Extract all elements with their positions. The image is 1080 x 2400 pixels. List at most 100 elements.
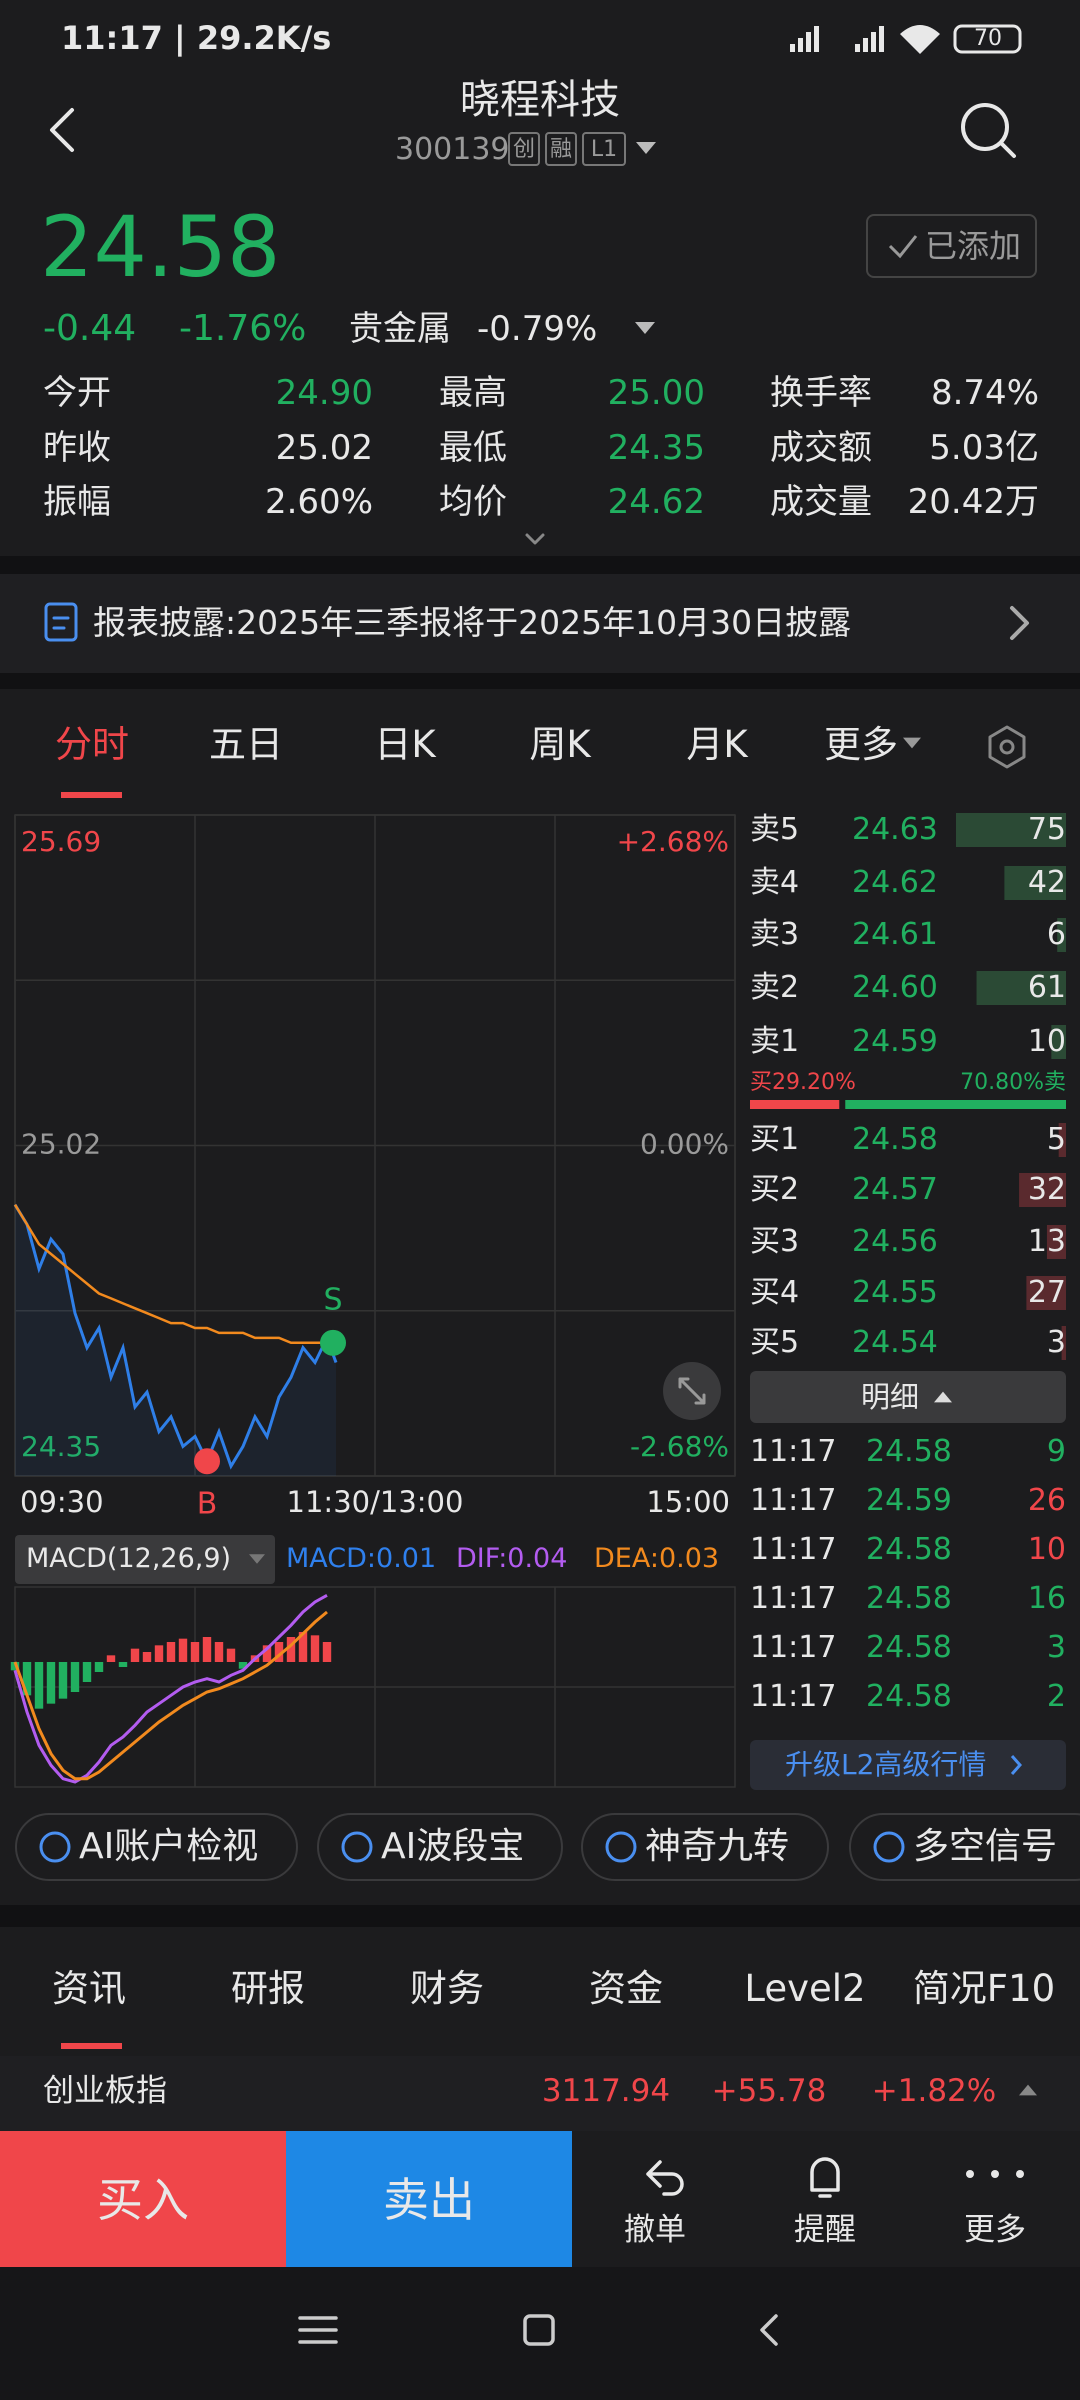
status-icons <box>790 25 1024 2178</box>
tool-icon <box>341 1831 373 1863</box>
more-dot <box>991 2170 999 2178</box>
level-price: 24.63 <box>852 812 938 847</box>
buy-label[interactable]: 买入 <box>97 2173 189 2228</box>
last-price: 24.58 <box>40 197 281 296</box>
y2-tick-label: -2.68% <box>630 1430 729 1463</box>
status-time: 11:17 | 29.2K/s <box>61 18 332 57</box>
stock-code: 300139 <box>395 132 510 167</box>
trade-time: 11:17 <box>750 1434 837 1469</box>
macd-bar <box>274 1642 284 1662</box>
detail-button[interactable] <box>750 1371 1066 1423</box>
stat-value: 24.90 <box>275 372 373 413</box>
signal-bar <box>879 26 884 52</box>
sell-label[interactable]: 卖出 <box>383 2173 475 2228</box>
macd-bar <box>226 1648 236 1662</box>
nav-menu[interactable] <box>298 2316 338 2344</box>
macd-bar <box>190 1642 200 1662</box>
indicator-name[interactable]: MACD(12,26,9) <box>26 1542 232 1574</box>
trade-price: 24.58 <box>866 1679 952 1714</box>
index-expand <box>1019 2084 1037 2096</box>
chart-tab[interactable]: 日K <box>374 722 436 766</box>
macd-bar <box>142 1652 152 1662</box>
upgrade-label[interactable]: 升级L2高级行情 <box>785 1748 987 1782</box>
level-volume: 5 <box>1046 1122 1066 1157</box>
upgrade-button[interactable] <box>750 1740 1066 1790</box>
sector-name[interactable]: 贵金属 <box>349 308 451 349</box>
expand-chevron[interactable] <box>525 533 545 545</box>
nav-back[interactable] <box>760 2314 778 2346</box>
signal-bar <box>814 26 819 52</box>
back-icon[interactable] <box>50 108 74 152</box>
trade-price: 24.58 <box>866 1630 952 1665</box>
tool-label[interactable]: 神奇九转 <box>645 1826 790 1868</box>
search-icon[interactable] <box>961 103 1009 151</box>
cancel-label[interactable]: 撤单 <box>624 2212 686 2249</box>
notice-arrow[interactable] <box>1010 606 1029 640</box>
macd-bar <box>178 1638 188 1662</box>
news-tab[interactable]: 资讯 <box>52 1966 126 2010</box>
sell-button[interactable] <box>286 2131 572 2267</box>
settings-icon[interactable] <box>988 725 1026 769</box>
tool-label[interactable]: 多空信号 <box>913 1826 1058 1868</box>
nav-bar <box>0 2267 1080 2400</box>
stat-value: 25.02 <box>275 427 373 468</box>
notice-text[interactable]: 报表披露:2025年三季报将于2025年10月30日披露 <box>93 603 852 643</box>
macd-selector[interactable] <box>15 1535 275 1584</box>
tool-button[interactable] <box>317 1813 563 1881</box>
level-price: 24.56 <box>852 1224 938 1259</box>
notice-bar[interactable] <box>0 574 1080 673</box>
alert-label[interactable]: 提醒 <box>794 2212 856 2249</box>
detail-label[interactable]: 明细 <box>860 1379 920 1414</box>
tool-button[interactable] <box>581 1813 829 1881</box>
news-tab[interactable]: Level2 <box>744 1966 866 2010</box>
macd-bar <box>262 1645 272 1662</box>
badge <box>582 132 626 166</box>
index-name[interactable]: 创业板指 <box>43 2073 167 2110</box>
level-volume: 13 <box>1027 1224 1066 1259</box>
chart-tab[interactable]: 分时 <box>55 722 129 766</box>
news-tab[interactable]: 研报 <box>231 1966 305 2010</box>
alert-icon[interactable] <box>810 2157 840 2198</box>
badge <box>508 132 540 166</box>
chart-tab[interactable]: 月K <box>686 722 748 766</box>
legend-entry: DEA:0.03 <box>594 1542 720 1574</box>
macd-bar <box>82 1662 92 1682</box>
volume-bar <box>956 813 1066 847</box>
watch-button-label[interactable]: 已添加 <box>925 226 1022 265</box>
chart-tab[interactable]: 五日 <box>209 722 283 766</box>
news-tab[interactable]: 资金 <box>589 1966 663 2010</box>
cancel-icon[interactable] <box>646 2160 684 2196</box>
tool-button[interactable] <box>849 1813 1080 1881</box>
price-line <box>13 1203 338 1470</box>
watch-button[interactable] <box>866 214 1037 278</box>
macd-bar <box>22 1662 32 1696</box>
stat-label: 最高 <box>439 372 507 413</box>
volume-bar <box>1061 1326 1066 1360</box>
news-tab[interactable]: 简况F10 <box>912 1966 1056 2010</box>
nav-home[interactable] <box>523 2314 555 2346</box>
tool-label[interactable]: AI账户检视 <box>79 1826 259 1868</box>
check-icon <box>888 235 918 259</box>
more-label[interactable]: 更多 <box>964 2212 1026 2249</box>
buy-button[interactable] <box>0 2131 286 2267</box>
chart-tab[interactable]: 周K <box>529 722 591 766</box>
level-volume: 10 <box>1027 1024 1066 1059</box>
price-area <box>15 1204 336 1476</box>
signal-bar <box>798 38 803 52</box>
legend-entry: MACD:0.01 <box>286 1542 437 1574</box>
tool-button[interactable] <box>15 1813 298 1881</box>
notice-icon-lines <box>52 616 70 630</box>
news-tab[interactable]: 财务 <box>410 1966 484 2010</box>
level-price: 24.58 <box>852 1122 938 1157</box>
chart-tab[interactable]: 更多 <box>824 722 898 766</box>
macd-bar <box>202 1637 212 1662</box>
volume-bar <box>1004 866 1066 900</box>
more-dot <box>1016 2170 1024 2178</box>
fullscreen-icon <box>678 1377 706 1405</box>
trade-price: 24.58 <box>866 1581 952 1616</box>
trade-time: 11:17 <box>750 1679 837 1714</box>
stat-label: 均价 <box>439 481 507 522</box>
tool-label[interactable]: AI波段宝 <box>381 1826 525 1868</box>
level-label: 卖1 <box>750 1024 800 1059</box>
macd-bar <box>298 1632 308 1662</box>
